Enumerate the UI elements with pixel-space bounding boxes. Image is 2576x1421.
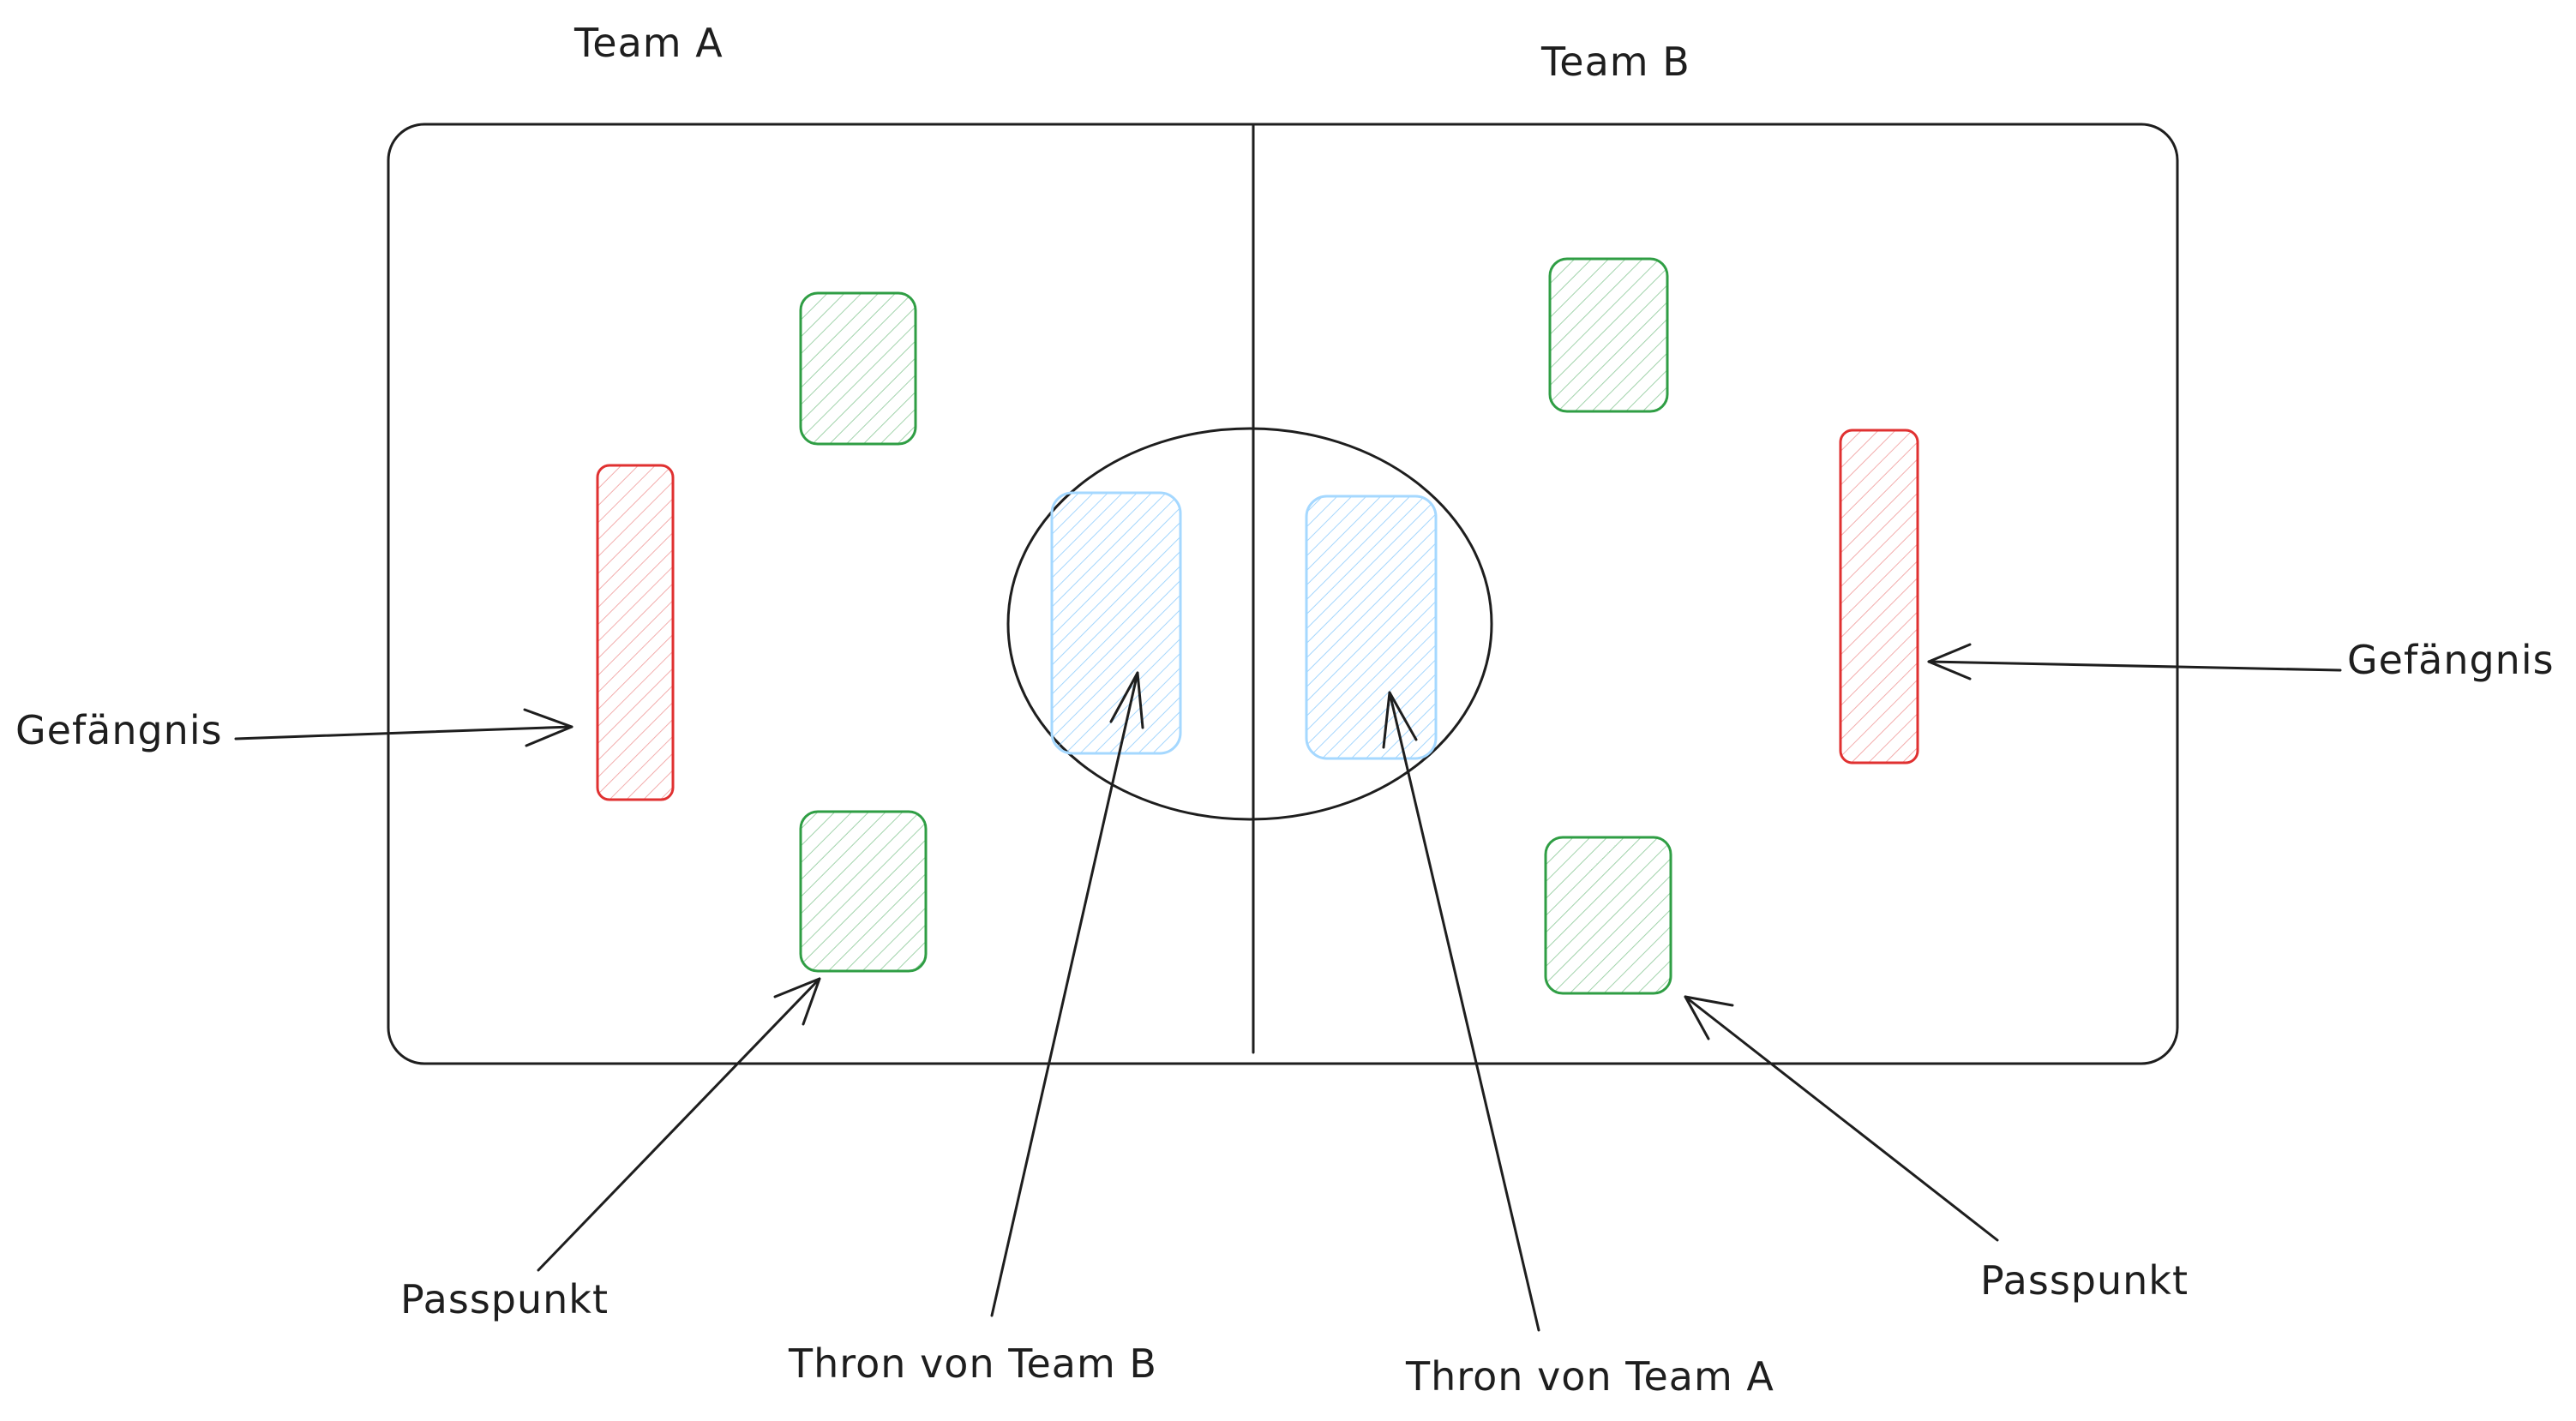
label-pass-right: Passpunkt — [1980, 1257, 2189, 1304]
team-b-heading: Team B — [1540, 39, 1690, 85]
arrow-pass-left — [537, 977, 821, 1272]
pass-point-a-top — [799, 291, 917, 446]
center-circle — [1006, 427, 1493, 821]
arrow-throne-a — [1382, 691, 1540, 1332]
jail-a — [596, 464, 675, 801]
label-throne-a: Thron von Team A — [1405, 1353, 1774, 1400]
arrow-jail-left — [234, 708, 573, 747]
arrow-jail-right — [1927, 643, 2342, 681]
jail-b — [1839, 429, 1919, 764]
label-jail-left: Gefängnis — [15, 707, 223, 753]
label-pass-left: Passpunkt — [400, 1276, 609, 1322]
throne-team-b — [1050, 491, 1182, 755]
arrow-pass-right — [1684, 995, 1999, 1242]
team-a-heading: Team A — [573, 20, 724, 66]
label-jail-right: Gefängnis — [2347, 637, 2555, 683]
label-throne-b: Thron von Team B — [788, 1340, 1157, 1387]
arrow-throne-b — [990, 671, 1144, 1317]
pass-point-b-top — [1548, 257, 1669, 413]
pass-point-a-bottom — [799, 810, 928, 973]
throne-team-a — [1305, 495, 1438, 760]
field-outline — [387, 123, 2179, 1065]
pass-point-b-bottom — [1544, 836, 1672, 995]
